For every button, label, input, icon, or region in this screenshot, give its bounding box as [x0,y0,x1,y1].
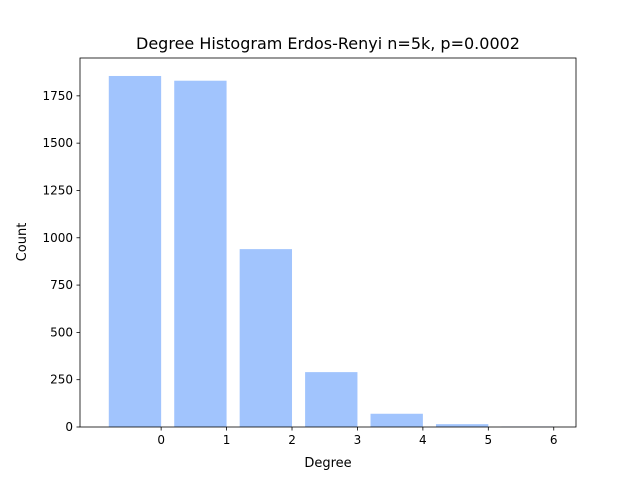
bar-4 [371,414,423,427]
bar-5 [436,424,488,427]
x-tick-label-4: 4 [419,433,427,447]
y-tick-label-3: 750 [50,278,73,292]
y-tick-label-0: 0 [65,420,73,434]
y-tick-label-6: 1500 [42,136,73,150]
y-tick-label-5: 1250 [42,183,73,197]
x-tick-label-0: 0 [157,433,165,447]
x-tick-label-6: 6 [550,433,558,447]
y-tick-label-2: 500 [50,325,73,339]
x-axis-label: Degree [304,456,351,471]
bar-0 [109,76,161,427]
chart-title: Degree Histogram Erdos-Renyi n=5k, p=0.0… [136,34,520,53]
y-axis-label: Count [15,223,30,262]
x-tick-label-5: 5 [484,433,492,447]
x-tick-label-1: 1 [223,433,231,447]
y-tick-label-1: 250 [50,373,73,387]
x-tick-label-2: 2 [288,433,296,447]
x-tick-label-3: 3 [354,433,362,447]
bar-2 [240,249,292,427]
bar-3 [305,372,357,427]
y-tick-label-7: 1750 [42,89,73,103]
bar-1 [174,81,226,427]
y-tick-label-4: 1000 [42,231,73,245]
